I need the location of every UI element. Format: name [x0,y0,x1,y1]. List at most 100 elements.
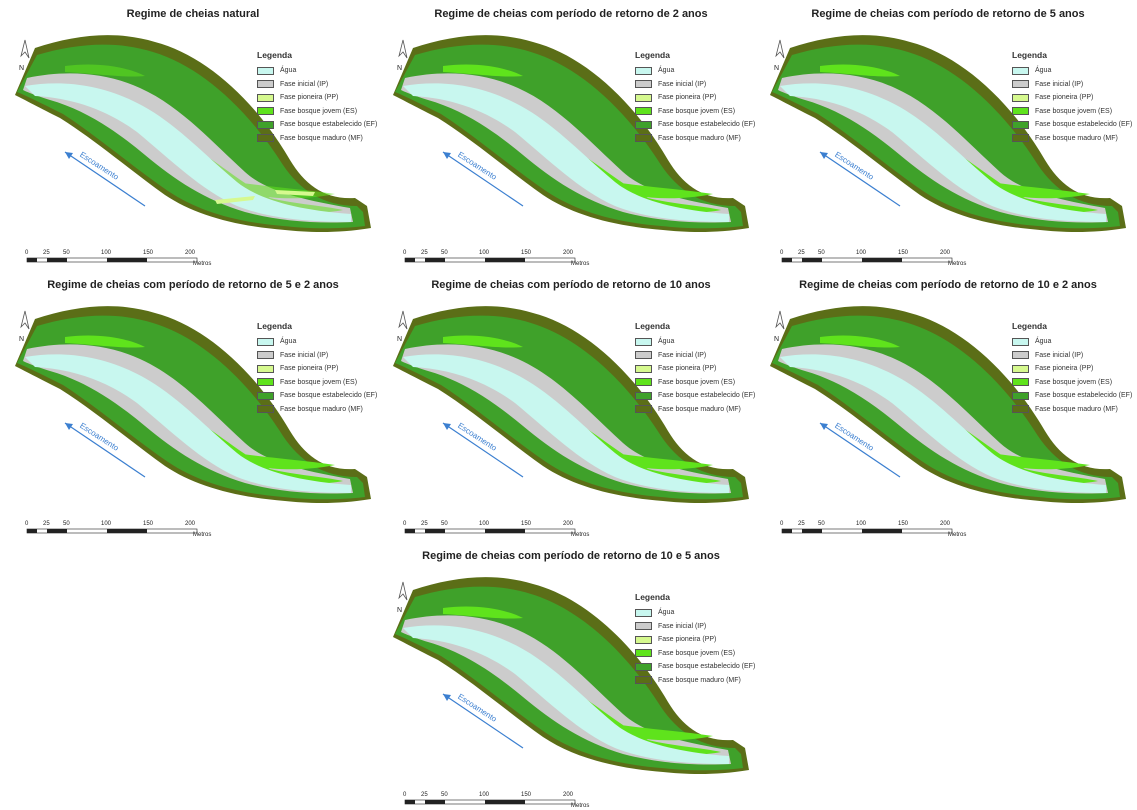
legend-item: Água [1012,64,1132,78]
legend-label: Fase bosque maduro (MF) [280,134,363,142]
legend-swatch [257,134,274,143]
legend: Legenda Água Fase inicial (IP) Fase pion… [635,321,755,416]
flow-arrow-icon [64,151,146,207]
scale-tick: 100 [479,792,490,798]
legend-label: Fase bosque maduro (MF) [658,134,741,142]
panel-title: Regime de cheias com período de retorno … [422,550,720,562]
north-label: N [19,65,24,72]
legend-item: Fase bosque jovem (ES) [635,647,755,661]
legend-swatch [257,364,274,373]
legend-item: Fase bosque maduro (MF) [635,132,755,146]
legend-item: Fase inicial (IP) [257,78,377,92]
legend-item: Fase pioneira (PP) [257,362,377,376]
legend-item: Fase bosque estabelecido (EF) [1012,389,1132,403]
scale-tick: 50 [441,250,448,256]
scale-tick: 50 [63,521,70,527]
scale-bar-segment [425,258,445,262]
flow-arrowhead-icon [820,152,828,159]
flow-arrow [442,693,524,749]
legend-label: Fase pioneira (PP) [280,94,339,102]
legend-label: Fase bosque jovem (ES) [658,107,736,115]
legend-item: Fase bosque estabelecido (EF) [635,389,755,403]
legend-title: Legenda [257,321,292,331]
legend-label: Água [1035,67,1052,75]
legend-swatch [635,93,652,102]
legend-item: Fase bosque maduro (MF) [1012,403,1132,417]
legend-swatch [257,120,274,129]
river-map: N [15,306,371,534]
scale-bar-segment [405,800,415,804]
legend-label: Fase bosque jovem (ES) [1035,378,1113,386]
legend-item: Fase pioneira (PP) [1012,362,1132,376]
legend-label: Fase bosque maduro (MF) [1035,134,1118,142]
scale-tick: 0 [780,250,784,256]
legend-swatch [635,649,652,658]
legend-swatch [1012,66,1029,75]
legend-swatch [635,120,652,129]
flow-arrowhead-icon [443,423,451,430]
north-arrow-icon [775,39,785,59]
scale-bar-segment [485,529,525,533]
legend-swatch [257,337,274,346]
legend-item: Fase pioneira (PP) [635,633,755,647]
legend-title: Legenda [1012,321,1047,331]
north-arrow-icon [775,310,785,330]
legend-label: Água [280,338,297,346]
legend-swatch [1012,391,1029,400]
scale-tick: 25 [798,250,805,256]
water-channel [403,354,729,493]
legend-item: Fase bosque estabelecido (EF) [635,660,755,674]
flow-arrow [819,151,901,207]
legend-label: Água [280,67,297,75]
scale-tick: 150 [521,521,532,527]
scale-tick: 100 [856,250,867,256]
legend-label: Fase inicial (IP) [280,80,329,88]
legend-item: Fase bosque jovem (ES) [257,376,377,390]
scale-tick: 0 [403,792,407,798]
flow-arrow-icon [442,693,524,749]
scale-tick: 50 [63,250,70,256]
legend-item: Fase inicial (IP) [257,349,377,363]
north-arrow-icon [20,310,30,330]
scale-unit: Metros [193,532,212,538]
panel-title: Regime de cheias com período de retorno … [811,8,1085,20]
flow-arrowhead-icon [820,423,828,430]
north-arrow-icon [398,39,408,59]
water-channel [780,354,1106,493]
north-label: N [397,607,402,614]
legend-item: Fase bosque jovem (ES) [1012,105,1132,119]
legend-swatch [635,134,652,143]
legend-swatch [257,80,274,89]
north-arrow-icon [20,39,30,59]
legend-item: Fase bosque jovem (ES) [635,105,755,119]
river-map: N [770,306,1126,534]
flow-arrowhead-icon [443,694,451,701]
legend-label: Fase bosque estabelecido (EF) [1035,121,1133,129]
legend-label: Fase pioneira (PP) [658,636,717,644]
panel-title: Regime de cheias com período de retorno … [47,279,339,291]
legend-label: Fase bosque estabelecido (EF) [280,392,378,400]
scale-tick: 100 [101,250,112,256]
north-label: N [774,336,779,343]
legend: Legenda Água Fase inicial (IP) Fase pion… [1012,50,1132,145]
scale-tick: 0 [25,250,29,256]
legend-item: Fase bosque estabelecido (EF) [257,389,377,403]
flow-arrow-icon [819,151,901,207]
legend-swatch [257,93,274,102]
legend-swatch [1012,351,1029,360]
scale-bar-segment [802,258,822,262]
scale-tick: 100 [856,521,867,527]
legend-label: Fase bosque jovem (ES) [280,107,358,115]
scale-bar-segment [425,529,445,533]
legend-swatch [1012,337,1029,346]
legend-label: Fase bosque maduro (MF) [280,405,363,413]
north-arrow: N [774,310,785,343]
legend-swatch [1012,120,1029,129]
scale-bar-segment [782,529,792,533]
legend-item: Fase pioneira (PP) [1012,91,1132,105]
map-panel: Regime de cheias com período de retorno … [383,542,759,810]
river-map: N [393,306,749,534]
north-label: N [774,65,779,72]
legend-item: Fase pioneira (PP) [635,362,755,376]
scale-bar-segment [485,800,525,804]
